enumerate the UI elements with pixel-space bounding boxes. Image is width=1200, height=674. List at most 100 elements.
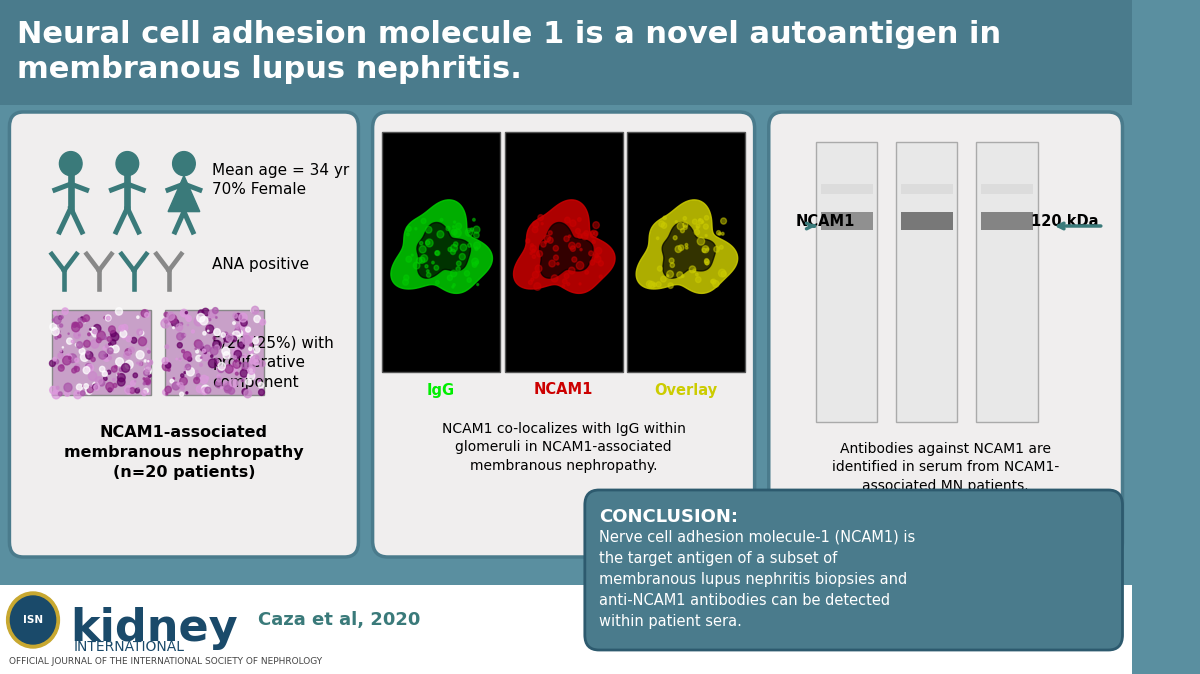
Circle shape <box>145 380 149 384</box>
Circle shape <box>64 383 72 392</box>
Circle shape <box>121 324 127 331</box>
Circle shape <box>590 231 598 238</box>
Circle shape <box>144 360 146 362</box>
Circle shape <box>145 313 149 317</box>
Circle shape <box>475 247 478 251</box>
Circle shape <box>148 374 151 377</box>
Circle shape <box>235 372 238 375</box>
Circle shape <box>168 323 170 325</box>
Circle shape <box>209 359 217 368</box>
Circle shape <box>564 274 569 278</box>
Circle shape <box>226 365 233 373</box>
Circle shape <box>692 269 696 272</box>
Circle shape <box>103 355 106 357</box>
Circle shape <box>238 342 245 349</box>
Circle shape <box>83 386 84 387</box>
Circle shape <box>541 241 546 247</box>
Circle shape <box>196 378 198 380</box>
Text: INTERNATIONAL: INTERNATIONAL <box>73 640 185 654</box>
Circle shape <box>196 350 198 353</box>
Circle shape <box>180 392 184 396</box>
Circle shape <box>206 326 209 328</box>
Circle shape <box>128 347 134 353</box>
Circle shape <box>197 313 205 322</box>
Circle shape <box>56 330 60 333</box>
Circle shape <box>692 219 697 224</box>
Text: 70% Female: 70% Female <box>212 183 306 197</box>
Circle shape <box>182 315 184 316</box>
Circle shape <box>53 357 56 361</box>
Circle shape <box>113 378 115 381</box>
Circle shape <box>569 267 575 274</box>
Circle shape <box>216 317 217 318</box>
Circle shape <box>186 315 192 321</box>
Circle shape <box>530 278 534 281</box>
Circle shape <box>90 328 97 334</box>
Circle shape <box>180 359 181 361</box>
Circle shape <box>114 365 116 368</box>
Circle shape <box>578 234 582 239</box>
Circle shape <box>52 328 59 336</box>
Circle shape <box>247 372 254 380</box>
Circle shape <box>564 236 569 241</box>
Circle shape <box>71 340 74 343</box>
Circle shape <box>214 336 216 340</box>
Circle shape <box>533 255 535 259</box>
Circle shape <box>698 219 703 224</box>
Circle shape <box>452 284 455 286</box>
Circle shape <box>685 243 688 246</box>
FancyBboxPatch shape <box>821 184 872 194</box>
Circle shape <box>58 353 64 359</box>
Circle shape <box>594 231 598 236</box>
Circle shape <box>658 266 662 271</box>
Circle shape <box>208 330 209 332</box>
Circle shape <box>416 257 422 264</box>
Circle shape <box>80 353 89 361</box>
Circle shape <box>248 349 253 354</box>
Circle shape <box>118 373 119 375</box>
Circle shape <box>242 362 248 369</box>
Circle shape <box>221 387 222 389</box>
Circle shape <box>553 255 558 260</box>
Circle shape <box>49 386 56 394</box>
Circle shape <box>88 333 90 336</box>
Circle shape <box>144 388 149 393</box>
Circle shape <box>60 350 62 353</box>
Circle shape <box>83 315 90 321</box>
Circle shape <box>184 371 186 373</box>
Circle shape <box>233 331 240 340</box>
Circle shape <box>590 260 595 265</box>
Circle shape <box>468 243 472 247</box>
Circle shape <box>180 323 182 326</box>
Circle shape <box>126 336 131 342</box>
Circle shape <box>60 365 64 368</box>
Circle shape <box>451 245 457 251</box>
Circle shape <box>102 371 107 377</box>
Circle shape <box>230 379 238 388</box>
Circle shape <box>696 224 700 228</box>
Circle shape <box>60 350 62 352</box>
Text: Neural cell adhesion molecule 1 is a novel autoantigen in
membranous lupus nephr: Neural cell adhesion molecule 1 is a nov… <box>17 20 1001 84</box>
Circle shape <box>107 337 112 341</box>
Circle shape <box>259 379 260 381</box>
Circle shape <box>83 367 90 374</box>
Circle shape <box>74 367 77 369</box>
Circle shape <box>67 338 72 344</box>
Circle shape <box>62 356 71 365</box>
Circle shape <box>131 338 137 343</box>
Circle shape <box>452 286 454 288</box>
Circle shape <box>148 361 149 362</box>
Circle shape <box>202 308 209 316</box>
Circle shape <box>599 261 604 266</box>
Circle shape <box>161 319 169 328</box>
Circle shape <box>653 283 656 286</box>
Text: NCAM1: NCAM1 <box>534 383 593 398</box>
Circle shape <box>215 359 218 363</box>
Circle shape <box>595 254 599 257</box>
Circle shape <box>570 220 576 226</box>
Circle shape <box>205 387 211 393</box>
Circle shape <box>180 358 181 360</box>
Circle shape <box>576 228 581 234</box>
Circle shape <box>242 336 251 345</box>
Circle shape <box>178 383 179 385</box>
